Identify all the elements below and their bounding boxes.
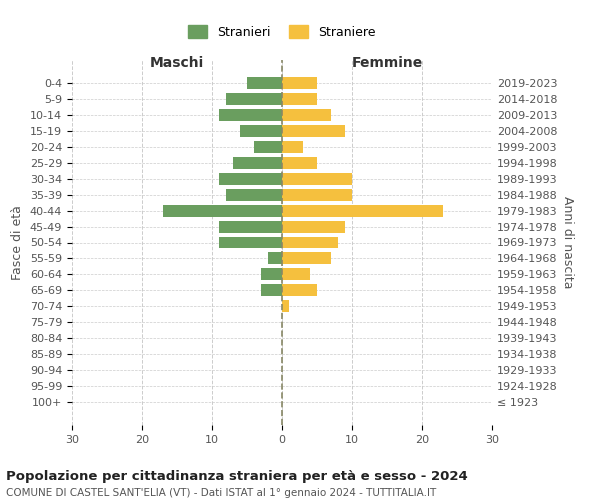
Bar [261,284,282,296]
Text: Maschi: Maschi [150,56,204,70]
Bar [282,156,317,168]
Bar [282,140,303,152]
Bar [226,92,282,104]
Bar [282,236,338,248]
Bar [254,140,282,152]
Bar [282,268,310,280]
Bar [268,252,282,264]
Bar [282,172,352,184]
Y-axis label: Anni di nascita: Anni di nascita [561,196,574,289]
Bar [219,236,282,248]
Bar [282,108,331,120]
Bar [282,76,317,88]
Bar [219,172,282,184]
Bar [282,204,443,216]
Bar [233,156,282,168]
Bar [240,124,282,136]
Bar [282,220,345,232]
Y-axis label: Fasce di età: Fasce di età [11,205,25,280]
Bar [282,92,317,104]
Bar [282,300,289,312]
Bar [219,108,282,120]
Bar [247,76,282,88]
Bar [282,188,352,200]
Bar [261,268,282,280]
Bar [282,252,331,264]
Bar [282,284,317,296]
Text: Femmine: Femmine [352,56,422,70]
Text: COMUNE DI CASTEL SANT'ELIA (VT) - Dati ISTAT al 1° gennaio 2024 - TUTTITALIA.IT: COMUNE DI CASTEL SANT'ELIA (VT) - Dati I… [6,488,436,498]
Legend: Stranieri, Straniere: Stranieri, Straniere [182,19,382,45]
Bar [163,204,282,216]
Bar [282,124,345,136]
Text: Popolazione per cittadinanza straniera per età e sesso - 2024: Popolazione per cittadinanza straniera p… [6,470,468,483]
Bar [219,220,282,232]
Bar [226,188,282,200]
